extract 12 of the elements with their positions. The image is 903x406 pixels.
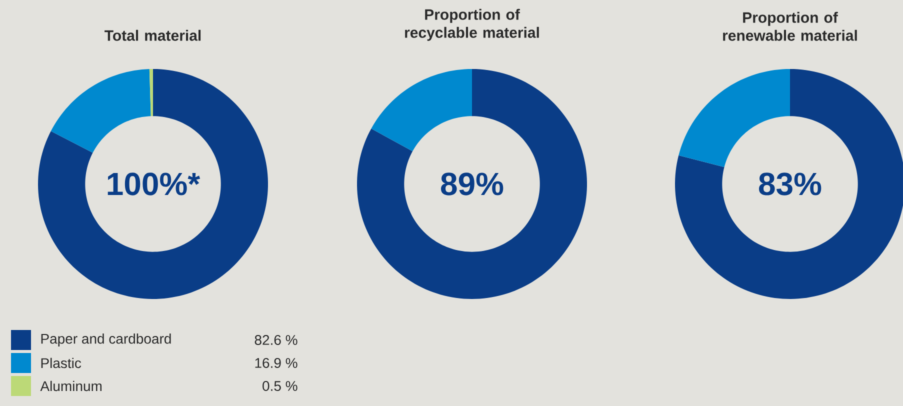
legend-label: Aluminum xyxy=(40,380,102,392)
text: 89% xyxy=(441,172,504,196)
chart-title: Total material xyxy=(104,30,201,41)
chart-title: Proportion of recyclable material xyxy=(405,8,539,41)
data-label: 0.5 % xyxy=(262,381,298,391)
text: 100%* xyxy=(108,172,200,196)
chart-title: Proportion of renewable material xyxy=(723,12,857,41)
legend-label: Plastic xyxy=(41,358,82,368)
legend-label: Paper and cardboard xyxy=(41,333,171,347)
data-label: 16.9 % xyxy=(255,358,298,368)
text: 83% xyxy=(758,172,822,196)
data-label: 82.6 % xyxy=(254,335,298,345)
